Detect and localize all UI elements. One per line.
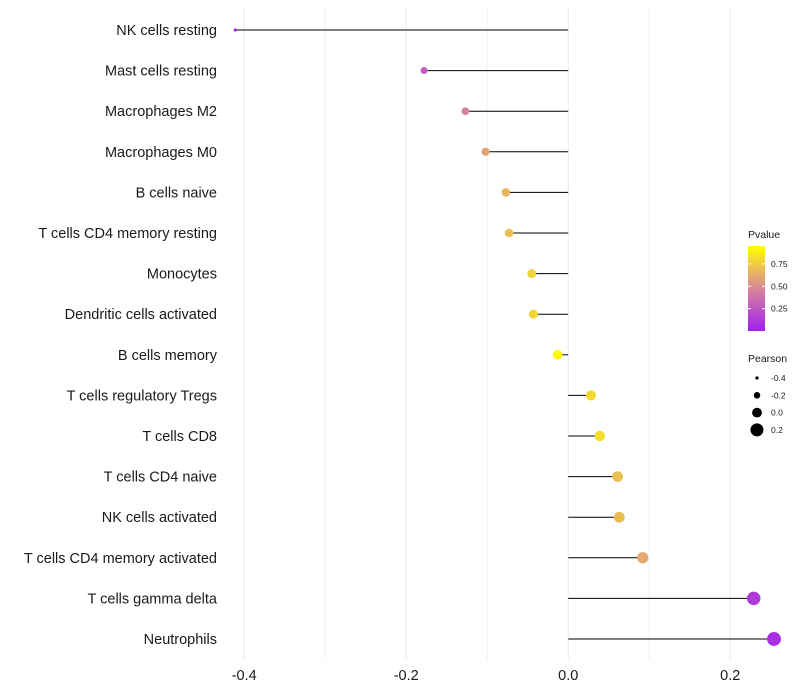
pearson-key-dot [750,423,764,437]
pvalue-legend: Pvalue 0.75 0.50 0.25 [748,229,788,331]
category-label: B cells memory [118,348,218,364]
category-label: T cells CD8 [142,429,217,445]
pearson-legend-keys: -0.4 -0.2 0.0 0.2 [750,373,786,437]
lollipop-point [527,269,537,279]
x-tick-label: 0.2 [720,668,740,684]
category-label: T cells regulatory Tregs [67,388,217,404]
lollipop-point [233,28,237,32]
pvalue-colorbar [748,246,765,331]
category-label: Monocytes [147,267,217,283]
pearson-key-dot [755,376,759,380]
category-label: Macrophages M0 [105,145,217,161]
lollipop-point [420,67,428,75]
category-label: Dendritic cells activated [65,307,217,323]
category-label: B cells naive [136,185,217,201]
pearson-legend-title: Pearson [748,353,787,365]
lollipop-point [585,390,597,401]
pearson-legend: Pearson -0.4 -0.2 0.0 0.2 [748,353,787,437]
lollipop-point [504,228,514,238]
lollipop-point [481,147,490,156]
x-tick-label: -0.2 [394,668,419,684]
pearson-key-label: -0.2 [771,390,786,400]
category-label: NK cells activated [102,510,217,526]
x-tick-label: 0.0 [558,668,578,684]
lollipop-stems [235,29,774,640]
y-axis-category-labels: NK cells resting Mast cells resting Macrop… [24,23,218,648]
pearson-key-dot [752,407,762,418]
pvalue-tick-label: 0.50 [771,281,788,291]
x-tick-label: -0.4 [232,668,257,684]
category-label: T cells CD4 memory activated [24,551,217,567]
pvalue-legend-ticks: 0.75 0.50 0.25 [748,259,788,314]
lollipop-point [746,591,761,606]
lollipop-point [613,511,625,523]
pvalue-tick-label: 0.75 [771,259,788,269]
pearson-key-dot [753,392,761,399]
category-label: T cells gamma delta [88,591,218,607]
lollipop-point [637,552,649,564]
lollipop-point [528,309,538,319]
lollipop-point [594,430,606,442]
category-label: T cells CD4 memory resting [38,226,217,242]
x-axis-tick-labels: -0.4 -0.2 0.0 0.2 [232,668,741,684]
lollipop-point [767,632,781,646]
category-label: T cells CD4 naive [104,470,217,486]
category-label: NK cells resting [116,23,217,39]
lollipop-point [612,471,624,482]
category-label: Macrophages M2 [105,104,217,120]
lollipop-point [552,350,563,360]
pearson-key-label: -0.4 [771,373,786,383]
lollipop-point [461,107,470,116]
pvalue-legend-title: Pvalue [748,229,780,241]
category-label: Neutrophils [144,632,217,648]
pearson-key-label: 0.2 [771,425,783,435]
lollipop-points [233,28,781,646]
lollipop-point [501,188,511,197]
gridlines [243,8,731,660]
pvalue-tick-label: 0.25 [771,304,788,314]
category-label: Mast cells resting [105,64,217,80]
pearson-key-label: 0.0 [771,408,783,418]
